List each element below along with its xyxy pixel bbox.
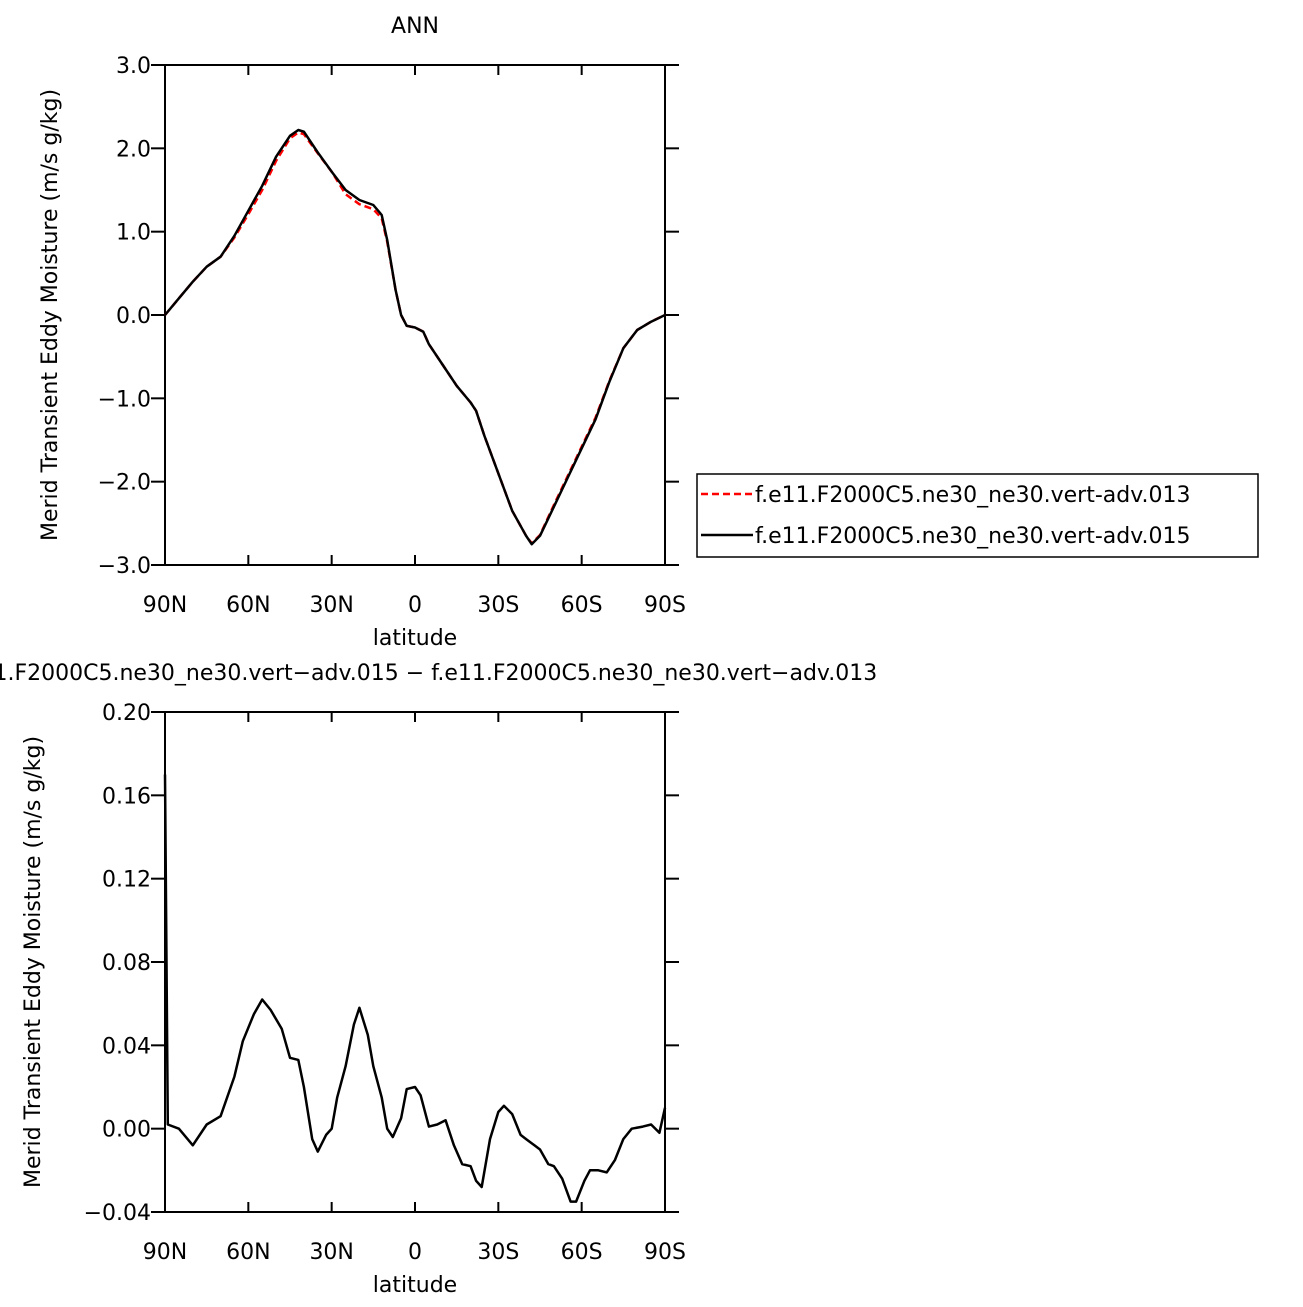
chart-title: ANN — [391, 14, 439, 39]
chart-title: f.e11.F2000C5.ne30_ne30.vert−adv.015 − f… — [0, 661, 877, 686]
y-tick-label: −2.0 — [98, 471, 151, 496]
y-axis-label: Merid Transient Eddy Moisture (m/s g/kg) — [21, 736, 46, 1188]
y-tick-label: 2.0 — [116, 137, 151, 162]
y-tick-label: 0.00 — [102, 1118, 151, 1143]
x-tick-label: 30N — [309, 1240, 353, 1265]
y-tick-label: 0.08 — [102, 951, 151, 976]
data-line — [164, 131, 666, 545]
plot-frame — [164, 64, 666, 566]
x-axis-label: latitude — [373, 626, 457, 651]
x-tick-label: 60N — [226, 593, 270, 618]
x-tick-label: 90N — [143, 593, 187, 618]
x-tick-label: 60S — [561, 1240, 603, 1265]
x-tick-label: 0 — [408, 593, 422, 618]
legend-label: f.e11.F2000C5.ne30_ne30.vert-adv.013 — [755, 483, 1191, 508]
y-tick-label: −1.0 — [98, 387, 151, 412]
x-tick-label: 0 — [408, 1240, 422, 1265]
y-tick-label: 0.04 — [102, 1034, 151, 1059]
plot-frame — [164, 711, 666, 1213]
x-tick-label: 30S — [477, 1240, 519, 1265]
legend-box — [696, 473, 1259, 558]
y-tick-label: 0.16 — [102, 784, 151, 809]
legend-label: f.e11.F2000C5.ne30_ne30.vert-adv.015 — [755, 524, 1191, 549]
y-tick-label: −3.0 — [98, 554, 151, 579]
y-tick-label: 0.0 — [116, 304, 151, 329]
data-line — [163, 774, 667, 1203]
x-tick-label: 30S — [477, 593, 519, 618]
x-tick-label: 30N — [309, 593, 353, 618]
y-tick-label: 1.0 — [116, 221, 151, 246]
x-tick-label: 90N — [143, 1240, 187, 1265]
x-axis-label: latitude — [373, 1273, 457, 1298]
data-line — [164, 128, 666, 546]
y-tick-label: 3.0 — [116, 54, 151, 79]
x-tick-label: 60N — [226, 1240, 270, 1265]
y-tick-label: −0.04 — [84, 1201, 151, 1226]
x-tick-label: 90S — [644, 1240, 686, 1265]
y-tick-label: 0.12 — [102, 868, 151, 893]
x-tick-label: 60S — [561, 593, 603, 618]
x-tick-label: 90S — [644, 593, 686, 618]
y-tick-label: 0.20 — [102, 701, 151, 726]
y-axis-label: Merid Transient Eddy Moisture (m/s g/kg) — [38, 89, 63, 541]
